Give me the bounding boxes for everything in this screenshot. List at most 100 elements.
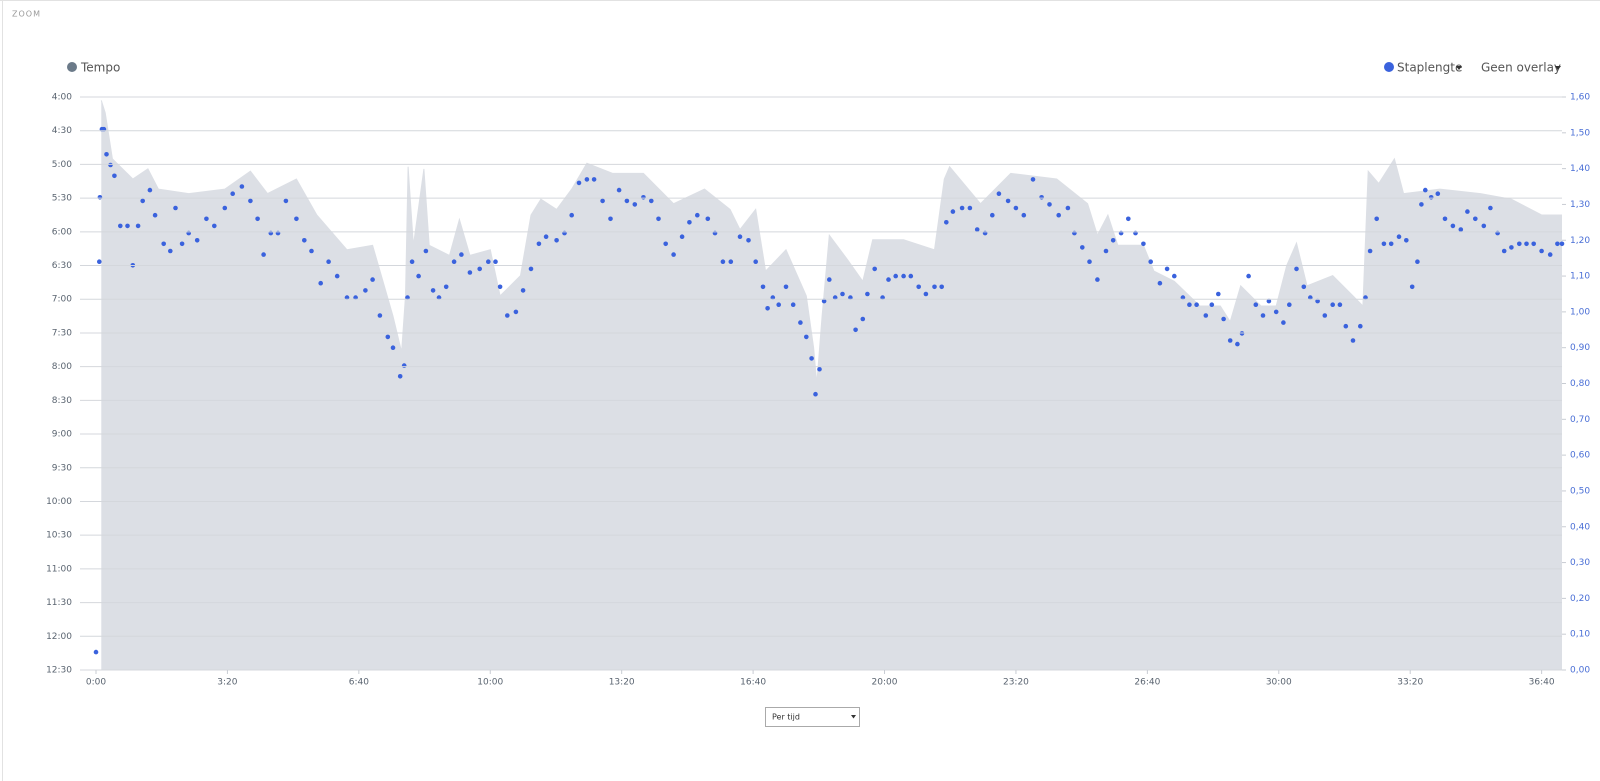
area-fill — [101, 100, 1562, 670]
stride-dot — [1435, 191, 1441, 196]
y-tick-label: 7:30 — [52, 328, 72, 338]
stride-dot — [1419, 202, 1424, 207]
stride-dot — [804, 334, 809, 340]
y-tick-label: 5:30 — [52, 194, 72, 204]
stride-dot — [261, 252, 266, 257]
legend-swatch — [1384, 62, 1394, 72]
stride-dot — [1488, 205, 1493, 211]
stride-dot — [886, 277, 891, 282]
stride-dot — [204, 216, 209, 222]
dropdown-arrow[interactable] — [851, 715, 856, 719]
stride-dot — [1047, 202, 1052, 207]
stride-dot — [1343, 323, 1349, 329]
stride-dot — [679, 234, 685, 239]
stride-dot — [179, 241, 185, 247]
stride-dot — [451, 259, 457, 265]
stride-dot — [916, 284, 921, 290]
stride-dot — [1126, 216, 1131, 222]
stride-dot — [974, 227, 980, 232]
y-tick-label: 4:30 — [52, 126, 72, 136]
stride-dot — [663, 241, 668, 247]
stride-dot — [309, 248, 314, 254]
stride-dot — [1409, 284, 1415, 290]
x-tick-label: 13:20 — [609, 678, 635, 688]
stride-dot — [1473, 216, 1478, 222]
y-tick-label: 9:30 — [52, 463, 72, 473]
stride-dot — [152, 212, 158, 218]
stride-dot — [302, 238, 307, 243]
x-tick-label: 33:20 — [1397, 678, 1423, 688]
stride-dot — [1013, 205, 1019, 211]
plot-area — [93, 100, 1565, 670]
stride-dot — [584, 177, 590, 182]
y-tick-label: 11:30 — [46, 598, 72, 608]
x-tick-label: 30:00 — [1266, 678, 1292, 688]
y2-tick-label: 0,00 — [1570, 666, 1590, 676]
y2-tick-label: 0,60 — [1570, 451, 1590, 461]
select-box[interactable]: Per tijd — [765, 707, 860, 727]
stride-dot — [528, 266, 534, 272]
stride-dot — [798, 320, 803, 325]
stride-dot — [467, 270, 473, 275]
stride-dot — [1423, 187, 1428, 193]
legend-swatch — [67, 62, 77, 72]
y-tick-label: 9:00 — [52, 430, 72, 440]
stride-dot — [746, 238, 751, 243]
stride-dot — [967, 205, 973, 211]
dropdown-arrow[interactable] — [1456, 66, 1462, 70]
y2-tick-label: 1,40 — [1570, 164, 1590, 174]
stride-dot — [1039, 195, 1044, 200]
stride-dot — [1465, 209, 1470, 214]
stride-dot — [649, 198, 654, 204]
stride-dot — [147, 187, 153, 193]
stride-dot — [1547, 252, 1553, 257]
stride-dot — [872, 266, 877, 272]
legend-label[interactable]: Staplengte — [1397, 61, 1462, 75]
y2-tick-label: 1,00 — [1570, 307, 1590, 317]
stride-dot — [817, 366, 822, 372]
stride-dot — [1087, 259, 1092, 265]
y2-tick-label: 0,10 — [1570, 630, 1590, 640]
select-label[interactable]: Per tijd — [772, 713, 800, 722]
stride-dot — [1209, 302, 1215, 308]
stride-dot — [1266, 298, 1272, 304]
y-tick-label: 7:00 — [52, 295, 72, 305]
stride-dot — [1227, 338, 1233, 343]
stride-dot — [536, 241, 542, 247]
dropdown-arrow[interactable] — [1555, 66, 1561, 70]
stride-dot — [1005, 198, 1011, 204]
stride-dot — [239, 184, 245, 189]
stride-dot — [908, 273, 914, 279]
legend-label[interactable]: Tempo — [80, 61, 120, 75]
y-tick-label: 6:00 — [52, 227, 72, 237]
stride-dot — [140, 198, 145, 204]
stride-dot — [753, 259, 758, 265]
stride-dot — [416, 273, 421, 279]
y-tick-label: 4:00 — [52, 93, 72, 103]
zoom-label[interactable]: ZOOM — [12, 10, 41, 19]
stride-dot — [1287, 302, 1292, 308]
stride-dot — [656, 216, 661, 222]
stride-dot — [477, 266, 483, 272]
stride-dot — [1194, 302, 1199, 308]
stride-dot — [760, 284, 766, 290]
x-tick-label: 0:00 — [86, 678, 106, 688]
stride-dot — [783, 284, 789, 290]
stride-dot — [161, 241, 166, 247]
y-tick-label: 12:00 — [46, 632, 72, 642]
stride-dot — [1415, 259, 1420, 265]
x-tick-label: 10:00 — [477, 678, 503, 688]
stride-dot — [1555, 241, 1560, 247]
y-tick-label: 10:30 — [46, 531, 72, 541]
stride-dot — [283, 198, 289, 204]
stride-dot — [1531, 241, 1536, 247]
stride-dot — [326, 259, 331, 265]
stride-dot — [97, 195, 103, 200]
stride-dot — [1103, 248, 1109, 254]
select-frame[interactable] — [765, 707, 860, 727]
x-tick-label: 36:40 — [1529, 678, 1555, 688]
stride-dot — [1216, 291, 1221, 297]
stride-dot — [827, 277, 832, 282]
stride-dot — [1458, 227, 1464, 232]
overlay-dropdown[interactable]: Geen overlay — [1481, 61, 1561, 75]
